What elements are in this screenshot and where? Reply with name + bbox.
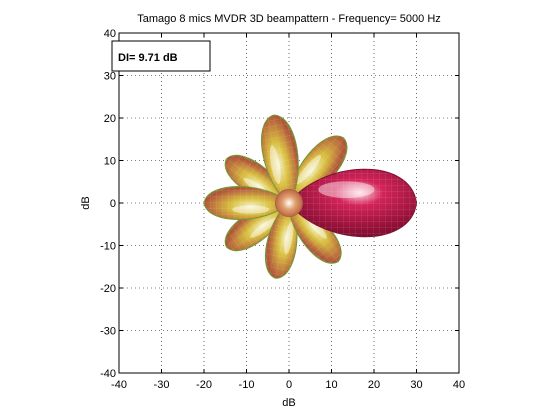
lobe-mesh <box>225 155 289 204</box>
beampattern-core <box>274 188 303 217</box>
directivity-index-box: DI= 9.71 dB <box>111 40 211 72</box>
chart-title: Tamago 8 mics MVDR 3D beampattern - Freq… <box>137 13 441 25</box>
lobe-highlight <box>296 154 321 185</box>
main-lobe <box>288 168 418 238</box>
x-tick-label: -30 <box>154 379 170 391</box>
lobe-mesh <box>265 203 297 279</box>
side-lobe <box>203 186 290 220</box>
grid-lines <box>119 33 459 373</box>
y-tick-label: -30 <box>100 326 116 338</box>
x-tick-label: 30 <box>410 379 422 391</box>
y-tick-label: -40 <box>100 368 116 380</box>
lobe-highlight <box>232 205 270 214</box>
lobe-mesh <box>204 186 289 220</box>
x-tick-label: 0 <box>286 379 292 391</box>
lobe-mesh <box>288 136 347 203</box>
x-tick-label: 10 <box>325 379 337 391</box>
x-tick-label: 40 <box>453 379 465 391</box>
directivity-index-label: DI= 9.71 dB <box>118 52 178 64</box>
lobe-highlight <box>318 181 375 199</box>
x-tick-label: 20 <box>368 379 380 391</box>
y-tick-label: 40 <box>104 28 116 40</box>
x-axis-label: dB <box>282 397 295 409</box>
side-lobe <box>260 114 299 204</box>
x-tick-label: -40 <box>111 379 127 391</box>
lobe-highlight <box>250 217 279 238</box>
lobe-mesh <box>289 169 417 237</box>
y-tick-label: 0 <box>110 198 116 210</box>
beampattern-surface <box>203 114 418 279</box>
lobe-mesh <box>288 203 342 264</box>
y-tick-label: -20 <box>100 283 116 295</box>
lobe-mesh <box>261 115 299 203</box>
y-tick-label: 10 <box>104 156 116 168</box>
y-tick-label: 30 <box>104 71 116 83</box>
x-tick-label: -10 <box>239 379 255 391</box>
y-tick-label: 20 <box>104 113 116 125</box>
lobe-highlight <box>284 221 294 255</box>
lobe-highlight <box>269 145 281 184</box>
x-tick-label: -20 <box>196 379 212 391</box>
y-axis-label: dB <box>80 196 92 209</box>
axis-ticks: -40 -30 -20 -10 0 10 20 30 40 -40 -30 -20 -10 0 10 20 30… <box>100 28 465 391</box>
lobe-mesh <box>225 202 289 251</box>
side-lobe <box>288 135 348 204</box>
y-tick-label: -10 <box>100 241 116 253</box>
